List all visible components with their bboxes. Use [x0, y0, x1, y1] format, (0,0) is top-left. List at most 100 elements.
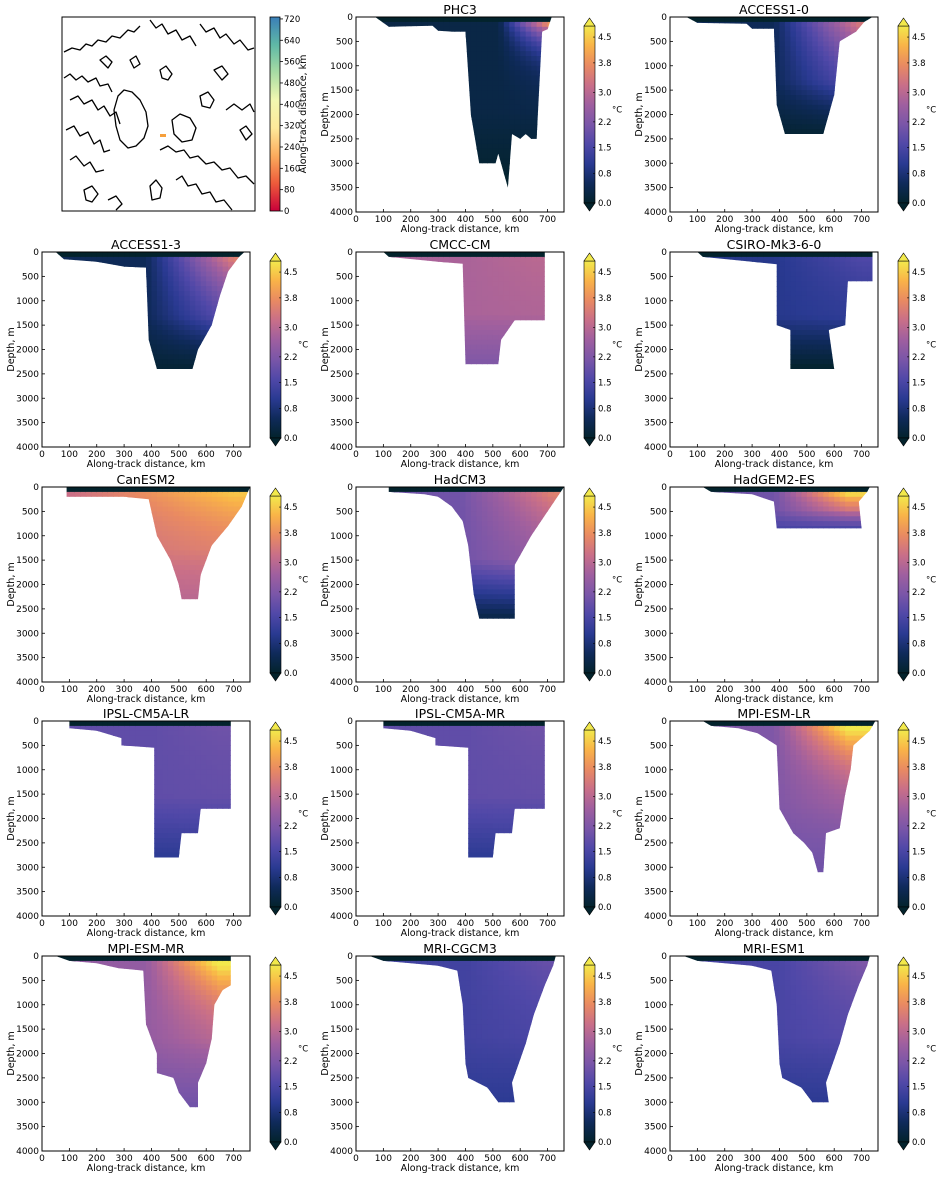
field-cell: [509, 80, 516, 86]
field-cell: [195, 330, 202, 336]
field-cell: [162, 330, 169, 336]
field-cell: [438, 17, 445, 23]
field-cell: [542, 271, 545, 277]
field-cell: [206, 305, 213, 312]
field-cell: [487, 143, 494, 150]
field-cell: [823, 75, 830, 81]
field-cell: [481, 310, 488, 316]
field-cell: [476, 359, 483, 365]
field-cell: [481, 261, 488, 268]
field-cell: [481, 119, 488, 125]
field-cell: [823, 109, 830, 116]
field-cell: [162, 334, 169, 341]
transect-marker: [160, 134, 166, 137]
field-cell: [470, 334, 477, 341]
field-cell: [481, 271, 488, 277]
field-cell: [498, 26, 505, 33]
field-cell: [195, 266, 202, 273]
colorbar-unit: °C: [612, 106, 622, 116]
field-cell: [470, 354, 477, 360]
field-cell: [487, 119, 494, 125]
x-tick-label: 200: [402, 450, 419, 460]
field-cell: [178, 271, 185, 277]
field-cell: [525, 300, 532, 307]
field-cell: [509, 129, 516, 135]
field-cell: [443, 26, 450, 33]
field-cell: [828, 41, 835, 47]
field-cell: [470, 266, 477, 273]
field-cell: [503, 124, 510, 130]
field-cell: [228, 252, 235, 258]
field-cell: [416, 17, 423, 23]
field-cell: [162, 281, 169, 287]
field-cell: [784, 256, 791, 263]
field-cell: [531, 65, 538, 72]
field-cell: [200, 276, 207, 282]
field-cell: [476, 51, 483, 57]
field-cell: [498, 300, 505, 307]
field-cell: [189, 339, 196, 346]
field-cell: [784, 114, 791, 120]
field-cell: [195, 261, 202, 268]
field-cell: [823, 70, 830, 77]
field-cell: [151, 330, 158, 336]
field-cell: [823, 104, 830, 111]
field-cell: [465, 41, 472, 47]
field-cell: [173, 295, 180, 302]
field-cell: [481, 252, 488, 258]
field-cell: [812, 46, 819, 52]
field-cell: [487, 305, 494, 312]
field-cell: [178, 261, 185, 268]
field-cell: [162, 291, 169, 297]
field-cell: [146, 286, 153, 292]
field-cell: [146, 300, 153, 307]
field-cell: [487, 276, 494, 282]
field-cell: [531, 21, 538, 28]
field-cell: [768, 256, 775, 263]
x-tick-label: 600: [198, 450, 215, 460]
field-cell: [492, 266, 499, 273]
field-cell: [503, 70, 510, 77]
field-cell: [465, 271, 472, 277]
field-cell: [69, 252, 76, 258]
field-cell: [492, 256, 499, 263]
field-cell: [184, 364, 191, 369]
field-cell: [476, 339, 483, 346]
field-cell: [790, 56, 797, 62]
field-cell: [801, 41, 808, 47]
field-cell: [476, 21, 483, 28]
field-cell: [438, 252, 445, 258]
field-cell: [189, 276, 196, 282]
field-cell: [195, 344, 202, 351]
distance-colorbar: [269, 16, 281, 212]
field-cell: [801, 31, 808, 38]
field-cell: [173, 325, 180, 331]
field-cell: [774, 85, 781, 91]
field-cell: [465, 320, 472, 326]
field-cell: [200, 252, 207, 258]
colorbar-tick-label: 0.8: [598, 405, 612, 415]
field-cell: [228, 256, 235, 263]
field-cell: [492, 354, 499, 360]
field-cell: [834, 21, 841, 28]
field-cell: [167, 315, 174, 321]
field-cell: [383, 17, 390, 23]
field-cell: [784, 315, 791, 321]
field-cell: [784, 261, 791, 268]
field-cell: [536, 281, 543, 287]
field-cell: [206, 281, 213, 287]
field-cell: [542, 281, 545, 287]
field-cell: [498, 41, 505, 47]
field-cell: [509, 51, 516, 57]
field-cell: [476, 104, 483, 111]
field-cell: [173, 334, 180, 341]
field-cell: [200, 271, 207, 277]
field-cell: [509, 90, 516, 96]
field-cell: [536, 295, 543, 302]
field-cell: [470, 124, 477, 130]
field-cell: [481, 315, 488, 321]
field-cell: [492, 75, 499, 81]
field-cell: [487, 158, 494, 164]
field-cell: [206, 286, 213, 292]
field-cell: [509, 291, 516, 297]
